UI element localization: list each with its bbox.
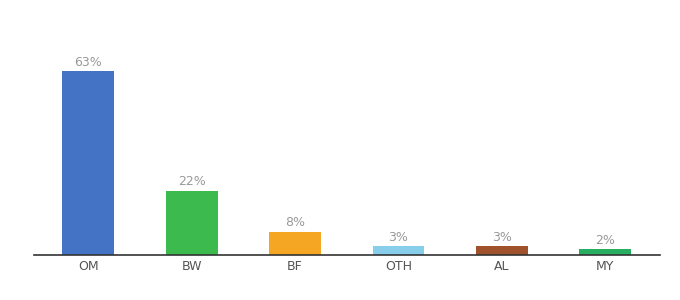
Text: 3%: 3% <box>388 231 409 244</box>
Bar <box>373 246 424 255</box>
Text: 2%: 2% <box>596 234 615 247</box>
Bar <box>476 246 528 255</box>
Bar <box>63 71 114 255</box>
Text: 63%: 63% <box>74 56 102 69</box>
Bar <box>269 232 321 255</box>
Bar <box>166 191 218 255</box>
Text: 22%: 22% <box>177 176 205 188</box>
Bar <box>579 249 631 255</box>
Text: 8%: 8% <box>285 216 305 229</box>
Text: 3%: 3% <box>492 231 512 244</box>
